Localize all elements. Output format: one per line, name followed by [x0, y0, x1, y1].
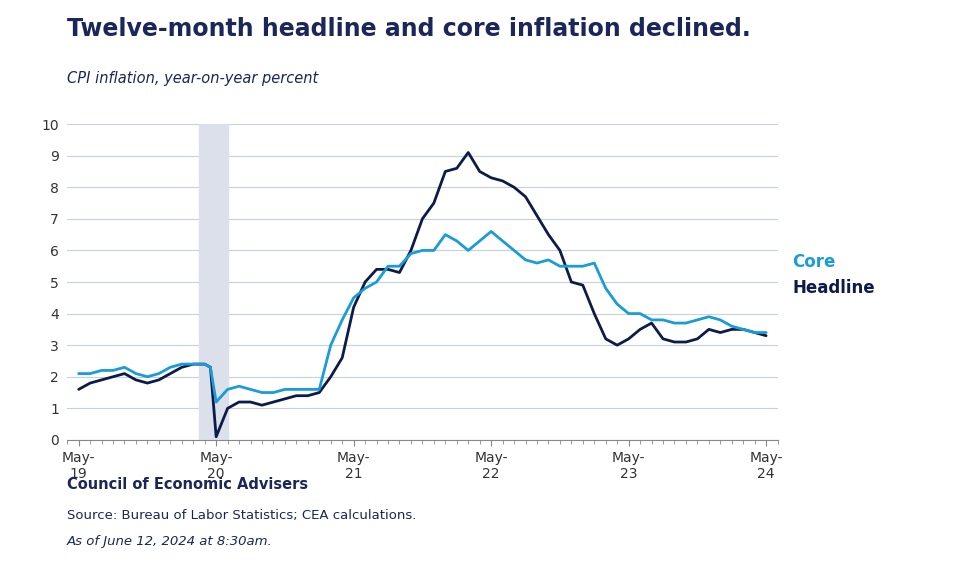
Text: Twelve-month headline and core inflation declined.: Twelve-month headline and core inflation… — [67, 17, 751, 41]
Bar — [199, 124, 228, 440]
Text: Source: Bureau of Labor Statistics; CEA calculations.: Source: Bureau of Labor Statistics; CEA … — [67, 509, 417, 522]
Text: Core: Core — [792, 253, 835, 271]
Text: Council of Economic Advisers: Council of Economic Advisers — [67, 477, 308, 492]
Text: CPI inflation, year-on-year percent: CPI inflation, year-on-year percent — [67, 70, 319, 86]
Text: Headline: Headline — [792, 279, 875, 297]
Text: As of June 12, 2024 at 8:30am.: As of June 12, 2024 at 8:30am. — [67, 535, 273, 548]
